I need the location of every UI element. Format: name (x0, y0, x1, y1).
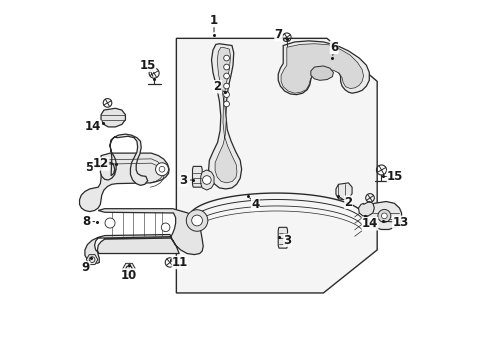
Circle shape (377, 210, 390, 222)
Text: 14: 14 (85, 121, 101, 134)
Text: 4: 4 (251, 198, 259, 211)
Circle shape (223, 55, 229, 61)
Polygon shape (366, 202, 401, 229)
Polygon shape (310, 66, 333, 80)
Text: 13: 13 (391, 216, 408, 229)
Circle shape (186, 210, 207, 231)
Text: 15: 15 (139, 59, 156, 72)
Text: 11: 11 (171, 256, 188, 269)
Circle shape (223, 92, 229, 98)
Polygon shape (201, 170, 214, 190)
Polygon shape (278, 41, 368, 95)
Text: 5: 5 (85, 161, 94, 174)
Polygon shape (86, 255, 98, 265)
Polygon shape (80, 153, 169, 212)
Polygon shape (278, 227, 287, 248)
Polygon shape (281, 44, 363, 93)
Text: 2: 2 (213, 80, 221, 93)
Text: 14: 14 (361, 217, 377, 230)
Text: 6: 6 (329, 41, 338, 54)
Circle shape (191, 215, 202, 226)
Polygon shape (100, 134, 147, 185)
Polygon shape (335, 183, 351, 200)
Circle shape (223, 73, 229, 79)
Text: 2: 2 (344, 196, 352, 209)
Text: 9: 9 (81, 261, 90, 274)
Text: 10: 10 (121, 269, 137, 282)
Circle shape (155, 163, 168, 176)
Polygon shape (122, 264, 135, 275)
Text: 12: 12 (93, 157, 109, 170)
Circle shape (161, 223, 169, 231)
Polygon shape (192, 166, 202, 187)
Circle shape (223, 64, 229, 70)
Polygon shape (358, 202, 373, 216)
Circle shape (223, 101, 229, 107)
Circle shape (159, 166, 164, 172)
Polygon shape (176, 39, 376, 293)
Circle shape (381, 213, 386, 219)
Circle shape (202, 176, 211, 184)
Polygon shape (101, 108, 125, 127)
Text: 1: 1 (209, 14, 218, 27)
Text: 15: 15 (386, 170, 403, 183)
Circle shape (223, 83, 229, 89)
Text: 8: 8 (81, 215, 90, 228)
Text: 7: 7 (274, 28, 282, 41)
Polygon shape (208, 44, 241, 189)
Text: 3: 3 (283, 234, 291, 247)
Polygon shape (215, 47, 237, 183)
Circle shape (105, 218, 115, 228)
Polygon shape (85, 209, 203, 263)
Text: 3: 3 (179, 174, 187, 186)
